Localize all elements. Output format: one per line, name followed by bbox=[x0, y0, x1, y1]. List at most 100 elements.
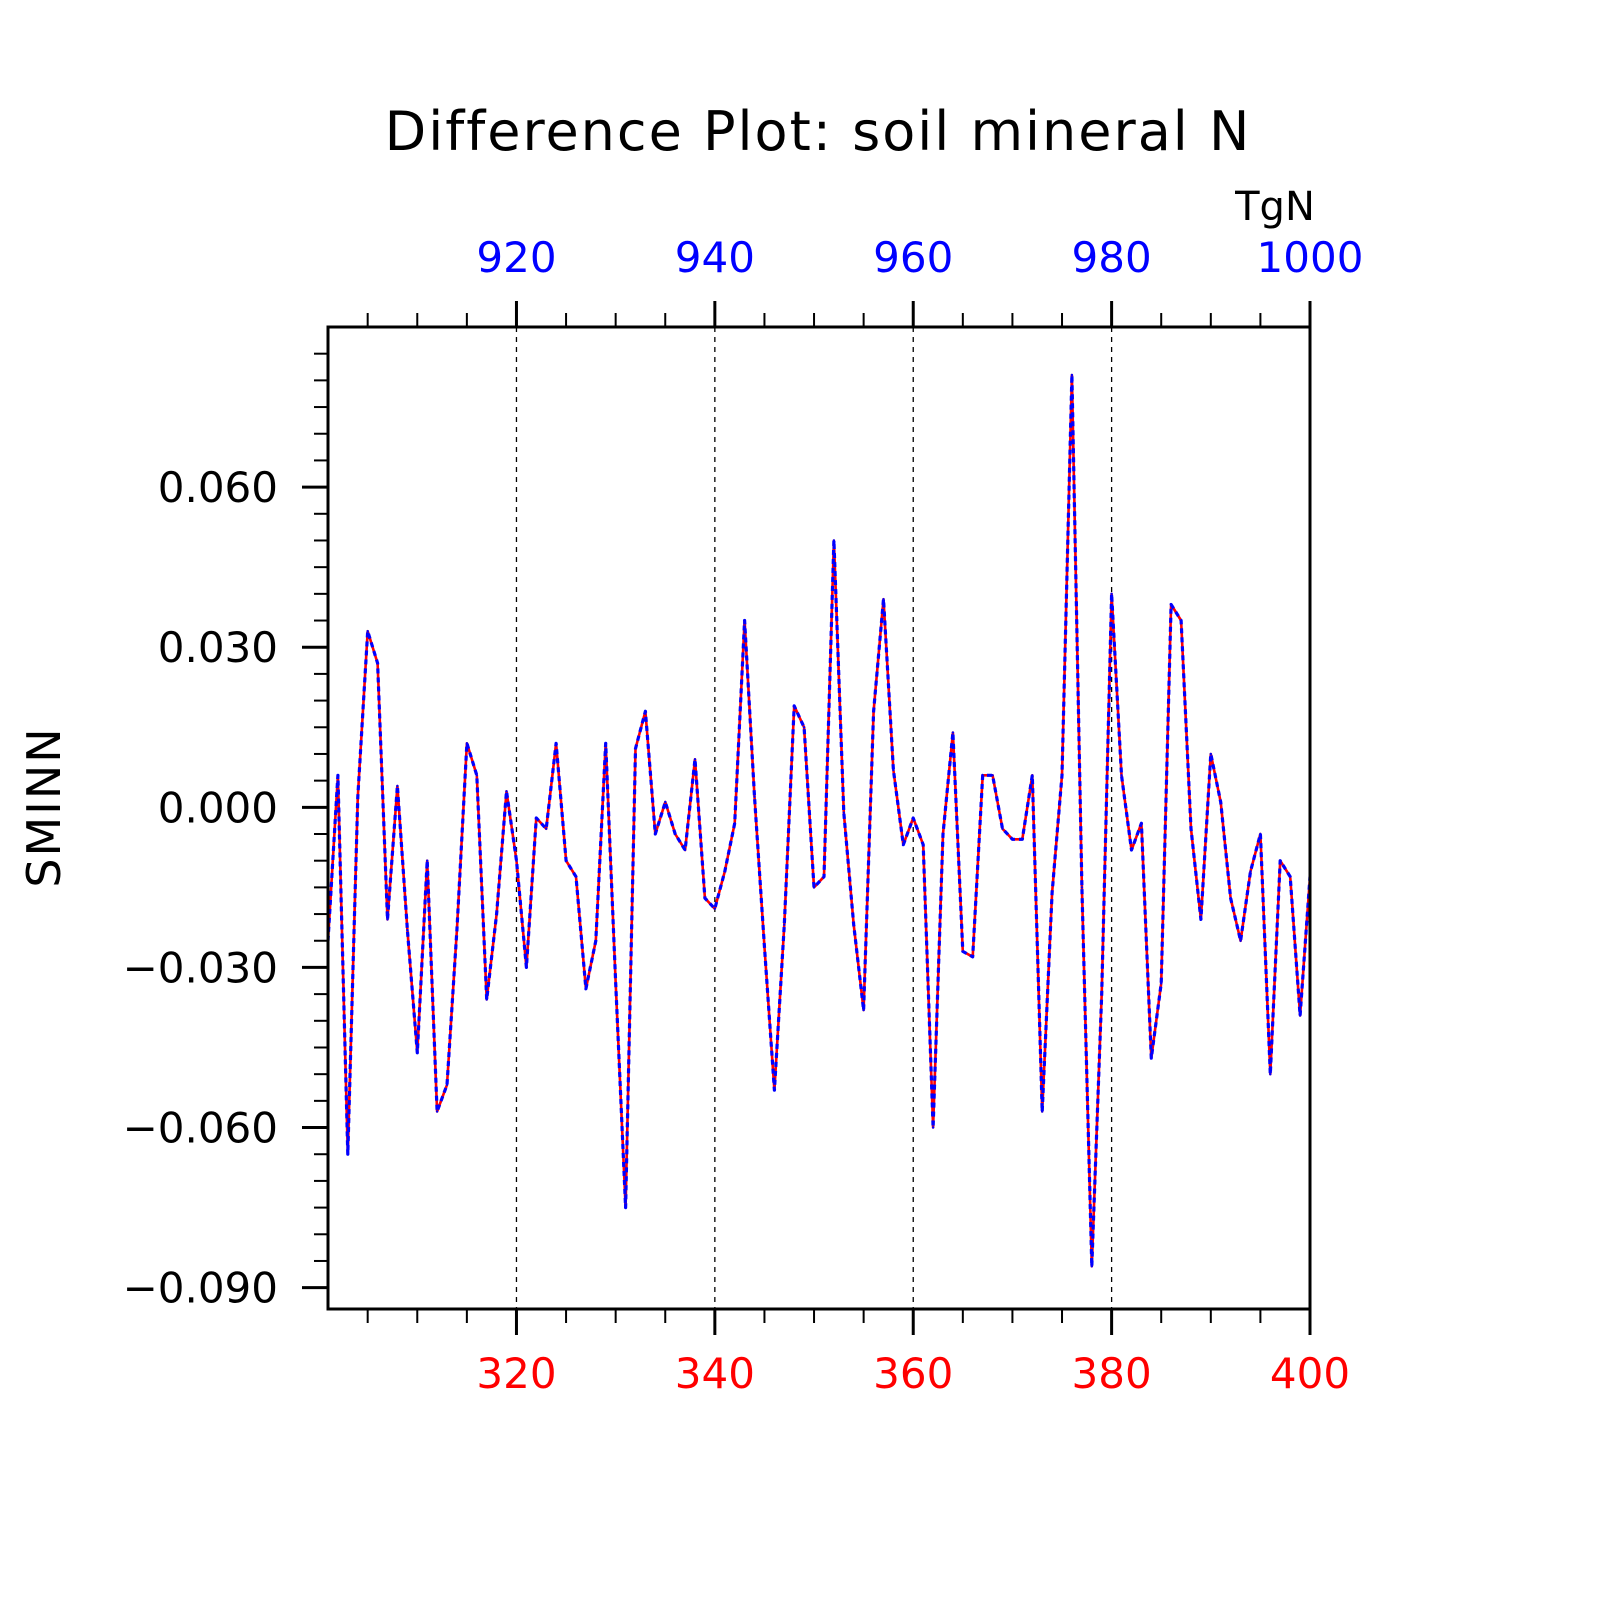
data-point bbox=[525, 966, 528, 969]
x-bottom-tick-label: 320 bbox=[476, 1349, 556, 1398]
data-point bbox=[1229, 896, 1232, 900]
data-point bbox=[386, 918, 389, 921]
x-bottom-tick-label: 360 bbox=[873, 1349, 953, 1398]
data-point bbox=[703, 896, 707, 900]
data-point bbox=[902, 843, 905, 846]
x-top-tick-label: 1000 bbox=[1257, 233, 1364, 282]
data-point bbox=[1080, 886, 1084, 889]
data-point bbox=[1100, 992, 1103, 996]
data-point bbox=[664, 800, 667, 804]
data-point bbox=[802, 726, 806, 729]
data-point bbox=[1110, 592, 1113, 595]
y-tick-label: 0.060 bbox=[158, 463, 278, 512]
data-point bbox=[346, 1153, 349, 1156]
data-point bbox=[455, 928, 459, 932]
data-point bbox=[644, 710, 647, 713]
data-point bbox=[882, 598, 885, 601]
data-point bbox=[971, 955, 974, 958]
data-point bbox=[951, 731, 955, 734]
grid-lines bbox=[515, 327, 1113, 1309]
data-point bbox=[743, 619, 746, 622]
data-point bbox=[674, 832, 677, 836]
series-line-red bbox=[328, 373, 1310, 1268]
x-top-tick-label: 960 bbox=[873, 233, 953, 282]
y-tick-label: −0.060 bbox=[123, 1104, 278, 1153]
data-point bbox=[1060, 774, 1064, 777]
data-point bbox=[1269, 1073, 1272, 1076]
data-point bbox=[922, 843, 925, 846]
x-bottom-tick-label: 380 bbox=[1072, 1349, 1152, 1398]
y-tick-label: 0.000 bbox=[158, 783, 278, 832]
data-point bbox=[1209, 752, 1213, 756]
data-point bbox=[1189, 827, 1193, 830]
data-point bbox=[634, 747, 637, 750]
data-point bbox=[535, 816, 538, 820]
data-point bbox=[416, 1051, 419, 1055]
data-point bbox=[445, 1083, 449, 1087]
y-tick-label: −0.030 bbox=[123, 943, 278, 992]
plot-frame bbox=[326, 325, 1312, 1311]
data-point bbox=[1001, 827, 1004, 830]
data-point bbox=[336, 774, 340, 777]
data-point bbox=[356, 795, 359, 798]
x-top-tick-label: 920 bbox=[476, 233, 556, 282]
data-point bbox=[1289, 875, 1292, 878]
data-point bbox=[1031, 774, 1034, 777]
data-point bbox=[783, 923, 786, 926]
data-point bbox=[584, 987, 588, 990]
data-point bbox=[912, 816, 915, 820]
data-point bbox=[1169, 603, 1173, 606]
data-point bbox=[693, 758, 697, 761]
data-point bbox=[961, 950, 964, 953]
data-point bbox=[564, 859, 568, 862]
data-point bbox=[1179, 619, 1183, 622]
x-top-tick-label: 980 bbox=[1072, 233, 1152, 282]
data-point bbox=[396, 784, 399, 788]
data-point bbox=[1298, 1014, 1302, 1017]
data-point bbox=[1090, 1265, 1094, 1268]
data-point bbox=[426, 859, 429, 862]
data-point bbox=[1041, 1110, 1044, 1113]
data-point bbox=[1160, 982, 1163, 985]
data-point bbox=[1259, 832, 1262, 836]
data-point bbox=[1050, 891, 1054, 894]
data-point bbox=[475, 774, 478, 777]
data-point bbox=[654, 832, 657, 836]
tick-labels: 320 340 360 380 400 920 940 960 980 1000 0.060 0.03… bbox=[123, 233, 1364, 1398]
data-point bbox=[1070, 373, 1074, 377]
series-layer bbox=[328, 373, 1310, 1268]
data-point bbox=[1279, 859, 1282, 862]
data-point bbox=[723, 870, 726, 873]
data-point bbox=[614, 982, 617, 985]
data-point bbox=[832, 539, 836, 542]
data-point bbox=[1249, 870, 1252, 873]
data-point bbox=[941, 832, 945, 836]
y-tick-label: 0.030 bbox=[158, 623, 278, 672]
data-point bbox=[505, 790, 508, 793]
data-point bbox=[892, 768, 895, 772]
data-point bbox=[495, 912, 498, 916]
data-point bbox=[822, 875, 826, 878]
data-point bbox=[435, 1110, 439, 1113]
data-point bbox=[991, 774, 994, 777]
data-point bbox=[366, 630, 369, 633]
data-point bbox=[763, 944, 766, 948]
data-point bbox=[1219, 800, 1222, 804]
y-tick-label: −0.090 bbox=[123, 1264, 278, 1313]
x-top-tick-label: 940 bbox=[675, 233, 755, 282]
data-point bbox=[872, 710, 875, 713]
x-bottom-tick-label: 340 bbox=[675, 1349, 755, 1398]
data-point bbox=[624, 1206, 627, 1209]
data-point bbox=[406, 928, 409, 932]
data-point bbox=[683, 848, 687, 852]
data-point bbox=[1130, 848, 1133, 852]
data-point bbox=[862, 1008, 865, 1012]
data-point bbox=[545, 827, 548, 830]
data-point bbox=[1011, 838, 1014, 841]
data-point bbox=[713, 907, 716, 910]
data-point bbox=[1150, 1057, 1153, 1060]
data-point bbox=[1140, 822, 1143, 825]
data-point bbox=[812, 886, 816, 889]
data-point bbox=[793, 704, 796, 708]
axis-ticks bbox=[302, 301, 1312, 1335]
